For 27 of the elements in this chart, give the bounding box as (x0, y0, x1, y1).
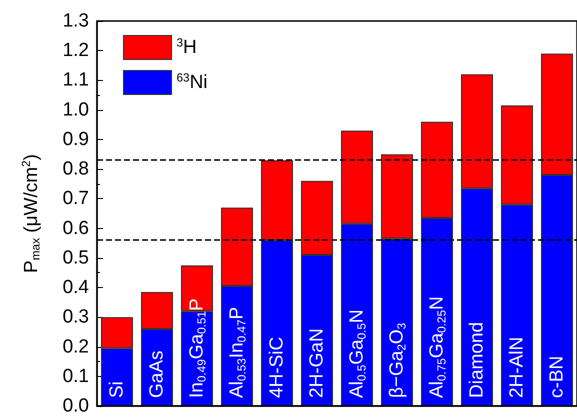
x-tick-label: 4H-SiC (266, 336, 288, 398)
y-tick-label: 0.0 (62, 396, 89, 416)
x-tick-label: GaAs (146, 350, 168, 398)
x-tick-label: Al0.75Ga0.25N (426, 296, 448, 398)
y-tick-label: 0.2 (62, 336, 89, 358)
y-tick-label: 0.8 (62, 158, 89, 180)
y-tick-label: 1.0 (62, 99, 89, 120)
x-tick-label: Al0.5Ga0.5N (346, 309, 368, 398)
x-tick-label: β−Ga2O3 (386, 322, 408, 398)
y-axis-title: Pmax (μW/cm2) (20, 154, 42, 273)
y-tick-label: 0.5 (62, 247, 89, 268)
y-tick-label: 1.3 (62, 10, 89, 32)
x-tick-label: 2H-AlN (506, 336, 528, 398)
y-tick-label: 0.1 (62, 366, 89, 387)
y-tick-label: 1.2 (62, 40, 89, 62)
x-tick-label: Diamond (466, 322, 488, 398)
x-tick-label: Al0.53In0.47P (226, 306, 248, 398)
x-tick-label: Si (106, 381, 128, 398)
y-tick-label: 1.1 (62, 70, 89, 91)
x-tick-label: 2H-GaN (306, 328, 328, 398)
y-tick-label: 0.7 (62, 188, 89, 210)
y-tick-label: 0.6 (62, 218, 89, 239)
y-tick-label: 0.3 (62, 306, 89, 328)
y-tick-label: 0.4 (62, 277, 90, 298)
x-tick-label: c-BN (546, 356, 568, 398)
x-tick-label: In0.49Ga0.51P (186, 298, 208, 398)
y-tick-label: 0.9 (62, 128, 89, 150)
